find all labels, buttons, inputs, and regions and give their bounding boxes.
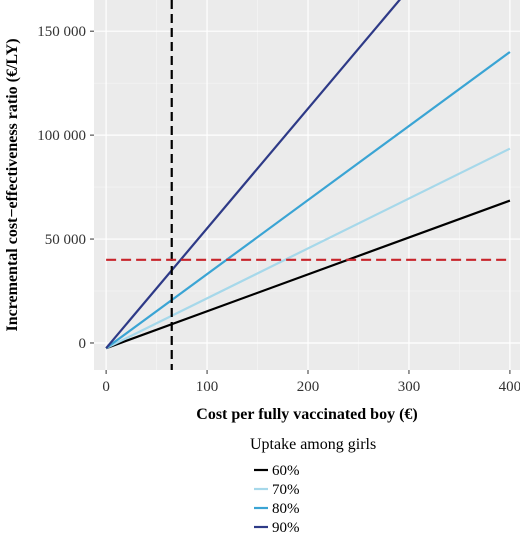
y-tick-label: 100 000 [37, 128, 86, 144]
y-tick-label: 0 [79, 336, 87, 352]
reference-lines [106, 0, 510, 370]
legend-label-90pct: 90% [272, 520, 300, 536]
x-tick-label: 0 [102, 379, 110, 395]
series-line-70pct [105, 147, 511, 350]
y-tick-label: 50 000 [45, 232, 86, 248]
legend-label-80pct: 80% [272, 501, 300, 517]
legend: 60% 70% 80% 90% [254, 463, 300, 536]
plot-panel [94, 0, 520, 370]
legend-label-70pct: 70% [272, 482, 300, 498]
x-tick-label: 300 [398, 379, 421, 395]
series-line-90pct [105, 0, 401, 349]
x-axis-title: Cost per fully vaccinated boy (€) [196, 406, 417, 423]
series-line-80pct [105, 51, 511, 350]
legend-label-60pct: 60% [272, 463, 300, 479]
x-tick-label: 100 [196, 379, 219, 395]
series-lines [105, 0, 511, 350]
grid-minor [94, 0, 520, 370]
grid-major [94, 0, 520, 370]
x-tick-label: 400 [499, 379, 520, 395]
legend-title: Uptake among girls [250, 436, 376, 453]
series-line-60pct [105, 199, 511, 350]
y-axis-title: Incremental cost−effectiveness ratio (€/… [4, 38, 21, 331]
y-axis: 0 50 000 100 000 150 000 [37, 24, 94, 352]
x-tick-label: 200 [297, 379, 320, 395]
y-tick-label: 150 000 [37, 24, 86, 40]
x-axis: 0 100 200 300 400 [102, 370, 520, 395]
